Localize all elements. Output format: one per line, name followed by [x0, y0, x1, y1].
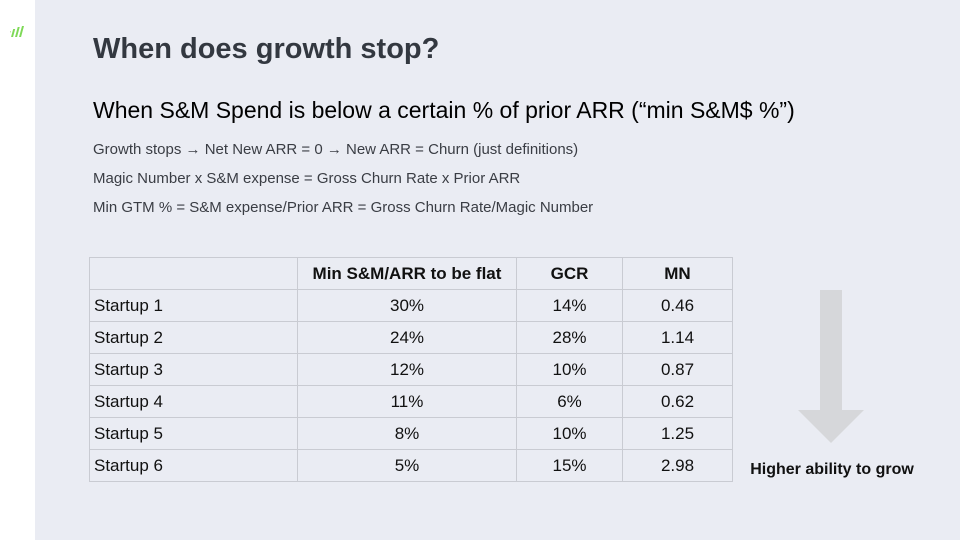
- definition-line-2: Magic Number x S&M expense = Gross Churn…: [93, 170, 521, 187]
- row-gcr: 6%: [516, 385, 623, 418]
- row-gcr: 15%: [516, 449, 623, 482]
- row-min-sm-arr: 5%: [297, 449, 517, 482]
- definition-line-1: Growth stops → Net New ARR = 0 → New ARR…: [93, 141, 579, 158]
- row-name: Startup 5: [89, 417, 298, 450]
- row-mn: 2.98: [622, 449, 733, 482]
- table-row: Startup 4 11% 6% 0.62: [89, 385, 733, 418]
- header-cell-gcr: GCR: [516, 257, 623, 290]
- row-mn: 1.14: [622, 321, 733, 354]
- left-strip: [0, 0, 35, 540]
- row-gcr: 10%: [516, 417, 623, 450]
- row-mn: 0.87: [622, 353, 733, 386]
- row-gcr: 10%: [516, 353, 623, 386]
- row-mn: 0.62: [622, 385, 733, 418]
- row-name: Startup 3: [89, 353, 298, 386]
- header-cell-empty: [89, 257, 298, 290]
- arrow-label: Higher ability to grow: [750, 461, 914, 478]
- row-name: Startup 1: [89, 289, 298, 322]
- definition-line-3: Min GTM % = S&M expense/Prior ARR = Gros…: [93, 199, 594, 216]
- row-min-sm-arr: 8%: [297, 417, 517, 450]
- table-header-row: Min S&M/ARR to be flat GCR MN: [89, 257, 733, 290]
- table-row: Startup 1 30% 14% 0.46: [89, 289, 733, 322]
- table-row: Startup 2 24% 28% 1.14: [89, 321, 733, 354]
- startup-table: Min S&M/ARR to be flat GCR MN Startup 1 …: [89, 257, 733, 482]
- row-mn: 0.46: [622, 289, 733, 322]
- row-gcr: 14%: [516, 289, 623, 322]
- logo-icon: [10, 26, 24, 37]
- header-cell-mn: MN: [622, 257, 733, 290]
- row-name: Startup 6: [89, 449, 298, 482]
- table-row: Startup 5 8% 10% 1.25: [89, 417, 733, 450]
- header-cell-min-sm-arr: Min S&M/ARR to be flat: [297, 257, 517, 290]
- down-arrow-icon: [798, 290, 864, 443]
- row-mn: 1.25: [622, 417, 733, 450]
- table-row: Startup 3 12% 10% 0.87: [89, 353, 733, 386]
- table-row: Startup 6 5% 15% 2.98: [89, 449, 733, 482]
- slide-area: When does growth stop? When S&M Spend is…: [35, 0, 960, 540]
- row-min-sm-arr: 12%: [297, 353, 517, 386]
- row-name: Startup 4: [89, 385, 298, 418]
- row-gcr: 28%: [516, 321, 623, 354]
- slide-title: When does growth stop?: [93, 33, 440, 65]
- row-name: Startup 2: [89, 321, 298, 354]
- row-min-sm-arr: 24%: [297, 321, 517, 354]
- slide-subtitle: When S&M Spend is below a certain % of p…: [93, 97, 795, 123]
- row-min-sm-arr: 11%: [297, 385, 517, 418]
- row-min-sm-arr: 30%: [297, 289, 517, 322]
